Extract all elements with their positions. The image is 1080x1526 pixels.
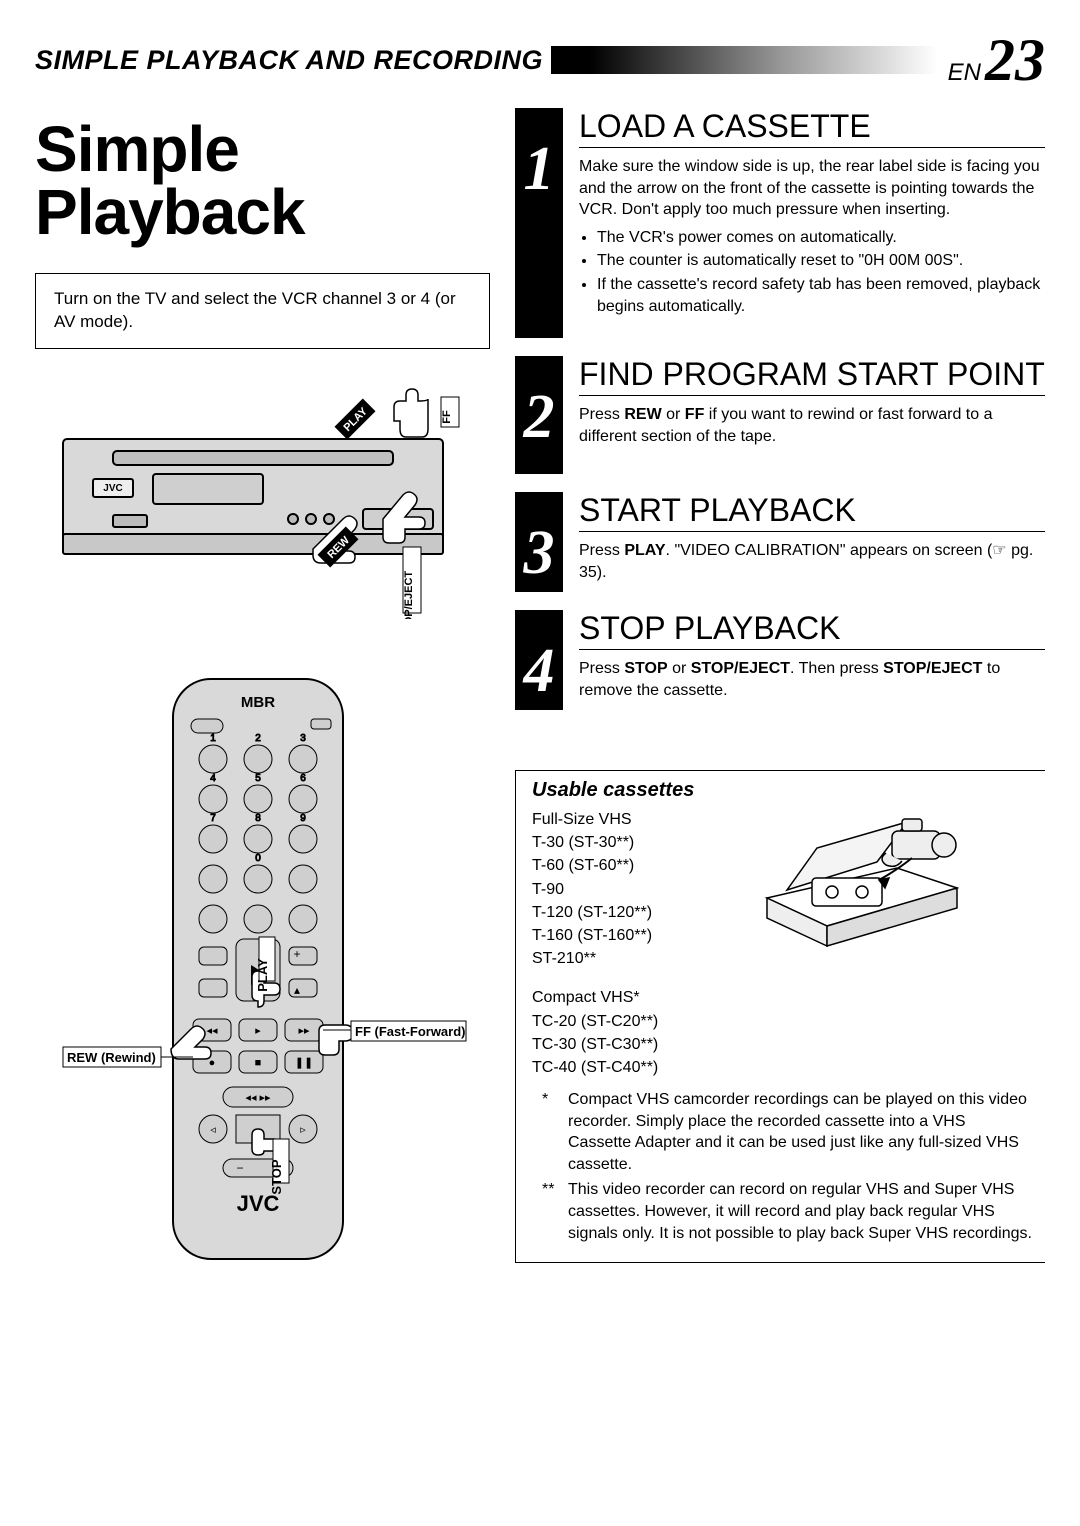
step-3-num: 3 [524, 522, 555, 584]
svg-text:7: 7 [210, 813, 216, 824]
remote-stop-label: STOP [269, 1159, 284, 1194]
vcr-ff-label: FF [441, 410, 453, 424]
cassettes-footnotes: * Compact VHS camcorder recordings can b… [516, 1079, 1045, 1252]
svg-text:1: 1 [210, 733, 216, 744]
remote-brand-top: MBR [240, 694, 274, 711]
cassettes-section: Usable cassettes Full-Size VHS T-30 (ST-… [515, 770, 1045, 1263]
svg-text:◂◂: ◂◂ [206, 1025, 218, 1037]
vcr-stopeject-label: STOP/EJECT [403, 571, 415, 619]
svg-text:◂◂ ▸▸: ◂◂ ▸▸ [245, 1092, 271, 1104]
cassette-adapter-illustration [688, 808, 1045, 1079]
svg-text:5: 5 [255, 773, 261, 784]
remote-ff-label: FF (Fast-Forward) [355, 1024, 466, 1039]
cassette-item: T-120 (ST-120**) [532, 901, 658, 924]
cassettes-heading: Usable cassettes [516, 771, 1045, 808]
right-column: 1 LOAD A CASSETTE Make sure the window s… [515, 108, 1045, 1263]
step-2-text: Press REW or FF if you want to rewind or… [579, 404, 1045, 447]
step-2: 2 FIND PROGRAM START POINT Press REW or … [515, 356, 1045, 474]
footnote: * Compact VHS camcorder recordings can b… [542, 1089, 1033, 1175]
svg-text:6: 6 [300, 773, 306, 784]
remote-rew-label: REW (Rewind) [67, 1050, 156, 1065]
svg-text:●: ● [208, 1057, 215, 1069]
svg-text:◃: ◃ [210, 1124, 216, 1136]
svg-text:❚❚: ❚❚ [294, 1057, 312, 1069]
step-1: 1 LOAD A CASSETTE Make sure the window s… [515, 108, 1045, 338]
step-3-title: START PLAYBACK [579, 492, 1045, 532]
step-1-text: Make sure the window side is up, the rea… [579, 156, 1045, 317]
page-lang: EN [948, 59, 981, 87]
svg-text:2: 2 [255, 733, 261, 744]
step-3-text: Press PLAY. "VIDEO CALIBRATION" appears … [579, 540, 1045, 583]
step-1-bullet: If the cassette's record safety tab has … [597, 274, 1045, 317]
step-2-num: 2 [524, 386, 555, 448]
step-3: 3 START PLAYBACK Press PLAY. "VIDEO CALI… [515, 492, 1045, 592]
header-gradient-bar [551, 46, 938, 74]
step-1-bullet: The counter is automatically reset to "0… [597, 250, 1045, 272]
svg-text:■: ■ [254, 1057, 261, 1069]
cassette-item: TC-20 (ST-C20**) [532, 1010, 658, 1033]
cassette-item: T-160 (ST-160**) [532, 924, 658, 947]
step-1-num: 1 [524, 138, 555, 200]
step-num-col: 2 [515, 356, 563, 474]
step-1-intro: Make sure the window side is up, the rea… [579, 158, 1040, 218]
svg-text:▸▸: ▸▸ [298, 1025, 310, 1037]
main-title-line1: Simple [35, 113, 239, 185]
compact-vhs-head: Compact VHS* [532, 986, 658, 1009]
step-num-col: 1 [515, 108, 563, 338]
cassette-item: TC-40 (ST-C40**) [532, 1056, 658, 1079]
step-2-title: FIND PROGRAM START POINT [579, 356, 1045, 396]
section-title: SIMPLE PLAYBACK AND RECORDING [35, 45, 551, 76]
page-number: EN 23 [938, 30, 1045, 90]
svg-text:3: 3 [300, 733, 306, 744]
svg-text:9: 9 [300, 813, 306, 824]
cassette-item: T-60 (ST-60**) [532, 854, 658, 877]
step-4-title: STOP PLAYBACK [579, 610, 1045, 650]
vcr-diagram: FF PLAY REW STOP/EJECT JVC [53, 379, 473, 619]
step-1-bullet: The VCR's power comes on automatically. [597, 227, 1045, 249]
step-num-col: 3 [515, 492, 563, 592]
intro-box: Turn on the TV and select the VCR channe… [35, 273, 490, 349]
remote-brand-bottom: JVC [236, 1191, 279, 1216]
footnote-mark: * [542, 1089, 568, 1175]
svg-text:+: + [293, 947, 300, 961]
main-title: Simple Playback [35, 118, 490, 243]
page-header: SIMPLE PLAYBACK AND RECORDING EN 23 [35, 30, 1045, 90]
remote-diagram: MBR 1 2 3 4 5 6 7 8 9 0 [53, 669, 473, 1289]
vcr-brand-label: JVC [103, 483, 122, 494]
cassette-item: ST-210** [532, 947, 658, 970]
svg-text:▹: ▹ [300, 1124, 306, 1136]
svg-text:8: 8 [255, 813, 261, 824]
step-num-col: 4 [515, 610, 563, 710]
svg-text:0: 0 [255, 853, 261, 864]
svg-text:▸: ▸ [255, 1025, 261, 1037]
content-columns: Simple Playback Turn on the TV and selec… [35, 108, 1045, 1289]
cassette-item: T-30 (ST-30**) [532, 831, 658, 854]
full-vhs-head: Full-Size VHS [532, 808, 658, 831]
left-column: Simple Playback Turn on the TV and selec… [35, 108, 490, 1289]
footnote: ** This video recorder can record on reg… [542, 1179, 1033, 1244]
cassette-item: T-90 [532, 878, 658, 901]
cassette-item: TC-30 (ST-C30**) [532, 1033, 658, 1056]
footnote-text: This video recorder can record on regula… [568, 1179, 1033, 1244]
step-4-num: 4 [524, 640, 555, 702]
step-4-text: Press STOP or STOP/EJECT. Then press STO… [579, 658, 1045, 701]
svg-text:▴: ▴ [293, 983, 299, 997]
footnote-text: Compact VHS camcorder recordings can be … [568, 1089, 1033, 1175]
cassettes-list: Full-Size VHS T-30 (ST-30**) T-60 (ST-60… [532, 808, 658, 1079]
svg-text:4: 4 [210, 773, 216, 784]
step-1-title: LOAD A CASSETTE [579, 108, 1045, 148]
main-title-line2: Playback [35, 176, 305, 248]
step-4: 4 STOP PLAYBACK Press STOP or STOP/EJECT… [515, 610, 1045, 710]
svg-text:−: − [236, 1161, 243, 1175]
page-num: 23 [985, 30, 1045, 90]
footnote-mark: ** [542, 1179, 568, 1244]
remote-play-label: PLAY [255, 958, 270, 992]
